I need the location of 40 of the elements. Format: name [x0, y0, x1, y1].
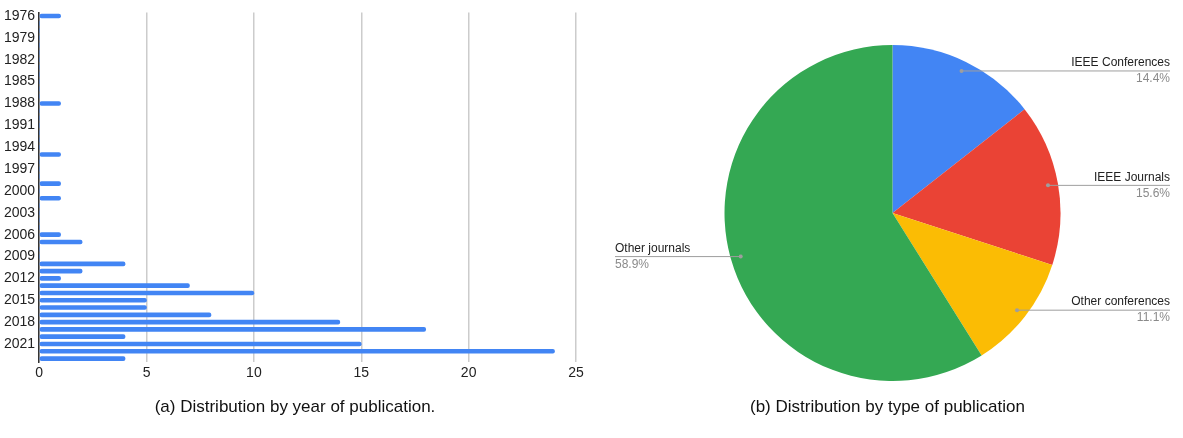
- bar: [39, 283, 190, 289]
- y-tick-label: 2018: [3, 312, 36, 329]
- y-tick-label: 1982: [3, 50, 36, 67]
- x-tick-label: 5: [142, 364, 151, 381]
- slice-label: IEEE Journals: [1093, 169, 1170, 184]
- y-tick-label: 2015: [3, 291, 36, 308]
- y-tick-label: 1985: [3, 72, 36, 89]
- y-tick-label: 1991: [3, 116, 36, 133]
- data-label: 58.9%: [615, 256, 650, 271]
- y-tick-label: 2003: [3, 203, 36, 220]
- y-tick-label: 1997: [3, 159, 36, 176]
- bar: [39, 297, 147, 303]
- x-tick-label: 15: [353, 364, 370, 381]
- slice-label: Other journals: [615, 240, 691, 255]
- slice-label: IEEE Conferences: [1071, 55, 1170, 70]
- x-tick-label: 20: [460, 364, 477, 381]
- text: (b) Distribution by type of publication: [749, 397, 1026, 417]
- y-tick-label: 1988: [3, 94, 36, 111]
- bar: [39, 261, 126, 267]
- data-label: 11.1%: [1136, 310, 1171, 325]
- bar: [39, 327, 427, 332]
- x-tick-label: 0: [35, 364, 44, 381]
- y-tick-label: 2000: [3, 181, 36, 198]
- y-tick-label: 2006: [3, 225, 36, 242]
- y-tick-label: 1979: [3, 28, 36, 45]
- y-tick-label: 2021: [3, 334, 36, 351]
- y-tick-label: 1976: [3, 6, 36, 23]
- y-tick-label: 2009: [3, 247, 36, 264]
- bar: [39, 305, 147, 310]
- data-label: 14.4%: [1135, 71, 1171, 86]
- x-tick-label: 25: [568, 364, 584, 381]
- bar: [39, 334, 126, 340]
- data-label: 15.6%: [1135, 185, 1171, 200]
- slice-label: Other conferences: [1071, 294, 1170, 309]
- bar: [39, 348, 555, 354]
- bar: [39, 356, 126, 361]
- y-tick-label: 1994: [3, 138, 36, 155]
- y-tick-label: 2012: [3, 269, 36, 286]
- text: (a) Distribution by year of publication.: [153, 397, 437, 417]
- x-tick-label: 10: [246, 364, 262, 381]
